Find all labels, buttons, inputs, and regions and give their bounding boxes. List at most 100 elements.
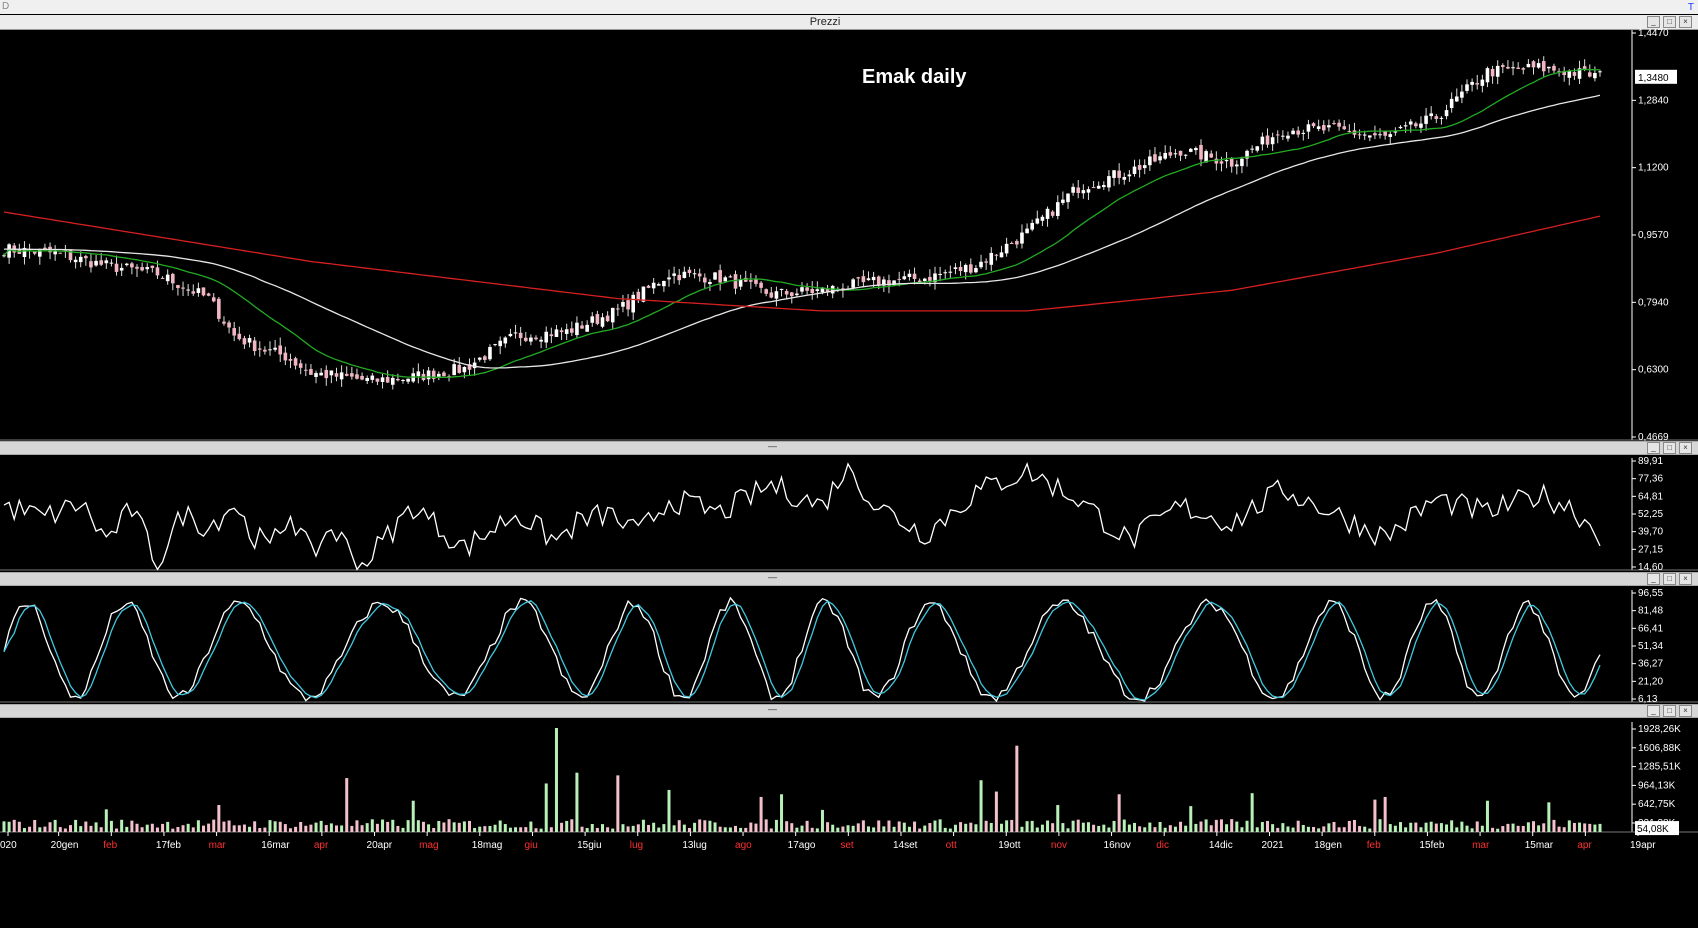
x-axis-label: mag <box>419 840 438 851</box>
y-tick-label: 51,34 <box>1638 641 1663 652</box>
minimize-button[interactable]: _ <box>1647 705 1660 717</box>
candle <box>339 372 344 380</box>
volume-bar <box>273 821 277 832</box>
candle <box>1270 137 1275 145</box>
candle <box>176 285 180 289</box>
candle <box>1582 66 1587 70</box>
separator-grip-icon[interactable]: — <box>768 704 777 714</box>
y-tick-label: 0,9570 <box>1638 230 1669 241</box>
separator-grip-icon[interactable]: — <box>768 441 777 451</box>
corner-icon[interactable]: T <box>1687 2 1694 13</box>
candle <box>1183 154 1188 156</box>
candle <box>1541 61 1546 72</box>
volume-bar <box>427 824 431 832</box>
candle <box>1265 135 1270 145</box>
volume-bar <box>723 827 727 832</box>
volume-bar <box>994 791 998 832</box>
candle <box>1490 68 1495 77</box>
volume-bar <box>1158 822 1162 832</box>
x-axis-label: 16mar <box>261 840 290 851</box>
volume-bar <box>1358 826 1362 832</box>
volume-bar <box>1005 820 1009 832</box>
volume-bar <box>365 823 369 832</box>
volume-bar <box>739 827 743 832</box>
volume-bar <box>631 825 635 832</box>
candle <box>907 273 912 277</box>
volume-bar <box>1168 825 1172 832</box>
volume-bar <box>979 780 983 832</box>
x-axis-label: 19apr <box>1630 840 1656 851</box>
window-controls: _ □ × <box>1647 16 1692 28</box>
candle <box>206 293 211 296</box>
minimize-button[interactable]: _ <box>1647 442 1660 454</box>
minimize-button[interactable]: _ <box>1647 573 1660 585</box>
candle <box>1521 68 1526 70</box>
candle <box>984 261 988 263</box>
volume-bar <box>815 828 819 832</box>
maximize-button[interactable]: □ <box>1663 442 1676 454</box>
volume-bar <box>53 819 57 832</box>
candle <box>667 277 671 280</box>
volume-bar <box>263 827 267 832</box>
volume-bar <box>698 819 702 832</box>
pane-separator-1[interactable]: — _ □ × <box>0 441 1698 455</box>
maximize-button[interactable]: □ <box>1663 16 1676 28</box>
volume-bar <box>769 828 773 832</box>
candle <box>595 314 600 324</box>
close-button[interactable]: × <box>1679 705 1692 717</box>
volume-bar <box>856 823 860 832</box>
candle <box>452 364 456 376</box>
candle <box>1342 126 1347 130</box>
y-tick-label: 964,13K <box>1638 780 1676 791</box>
close-button[interactable]: × <box>1679 16 1692 28</box>
volume-bar <box>150 823 154 832</box>
candle <box>89 261 93 268</box>
close-button[interactable]: × <box>1679 442 1692 454</box>
minimize-button[interactable]: _ <box>1647 16 1660 28</box>
candle <box>1403 125 1408 127</box>
volume-bar <box>1097 825 1101 832</box>
volume-bar <box>882 826 886 832</box>
candle <box>155 267 160 276</box>
volume-bar <box>1081 822 1085 832</box>
maximize-button[interactable]: □ <box>1663 573 1676 585</box>
candle <box>278 345 283 355</box>
candle <box>871 276 876 281</box>
close-button[interactable]: × <box>1679 573 1692 585</box>
x-axis-label: ott <box>946 840 957 851</box>
candle <box>1086 189 1091 193</box>
candle <box>472 362 477 369</box>
candle <box>1030 222 1034 230</box>
volume-bar <box>227 820 231 832</box>
pane-separator-2[interactable]: — _ □ × <box>0 572 1698 586</box>
volume-bar <box>442 822 446 832</box>
candle <box>626 300 630 310</box>
candle <box>549 334 554 337</box>
candle <box>1096 185 1101 189</box>
candle <box>1066 193 1070 203</box>
volume-bar <box>217 805 221 832</box>
candle <box>1102 185 1106 188</box>
volume-bar <box>1209 825 1213 832</box>
volume-bar <box>1460 821 1464 832</box>
pane-separator-3[interactable]: — _ □ × <box>0 704 1698 718</box>
candle <box>963 264 968 273</box>
window-title: Prezzi <box>809 16 841 28</box>
volume-bar <box>728 827 732 832</box>
y-tick-label: 0,7940 <box>1638 297 1669 308</box>
candle <box>1362 134 1367 136</box>
volume-bar <box>1547 802 1551 832</box>
candle <box>1321 125 1326 131</box>
candle <box>447 376 451 378</box>
maximize-button[interactable]: □ <box>1663 705 1676 717</box>
volume-bar <box>580 826 584 832</box>
volume-bar <box>1526 822 1530 832</box>
separator-grip-icon[interactable]: — <box>768 572 777 582</box>
volume-bar <box>1281 823 1285 832</box>
volume-bar <box>713 822 717 832</box>
volume-bar <box>953 824 957 832</box>
volume-bar <box>1112 820 1116 832</box>
volume-bar <box>749 822 753 832</box>
volume-bar <box>232 825 236 832</box>
